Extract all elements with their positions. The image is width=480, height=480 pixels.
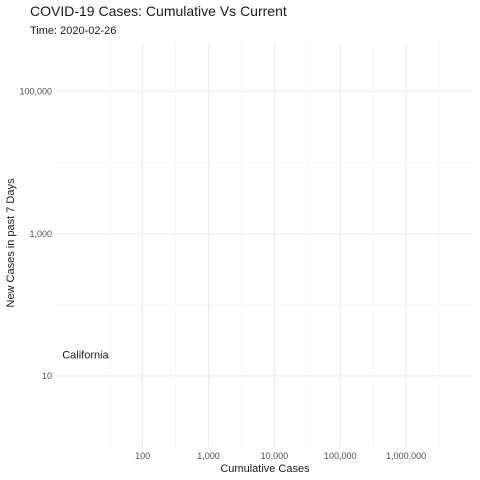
y-axis-label: New Cases in past 7 Days (5, 178, 17, 307)
chart-title: COVID-19 Cases: Cumulative Vs Current (30, 3, 287, 19)
x-tick-label: 10,000 (261, 451, 289, 461)
x-tick-label: 1,000 (197, 451, 220, 461)
point-labels: California (62, 350, 109, 362)
x-axis-label: Cumulative Cases (220, 463, 310, 475)
point-label: California (62, 350, 109, 362)
chart-subtitle: Time: 2020-02-26 (30, 25, 116, 37)
y-axis-ticks: 10 1,000 100,000 (19, 87, 52, 381)
grid (57, 42, 472, 447)
y-tick-label: 10 (42, 371, 52, 381)
x-tick-label: 1,000,000 (386, 451, 426, 461)
x-axis-ticks: 100 1,000 10,000 100,000 1,000,000 (135, 451, 426, 461)
y-tick-label: 1,000 (29, 229, 52, 239)
x-tick-label: 100 (135, 451, 150, 461)
y-tick-label: 100,000 (19, 87, 52, 97)
x-tick-label: 100,000 (324, 451, 357, 461)
